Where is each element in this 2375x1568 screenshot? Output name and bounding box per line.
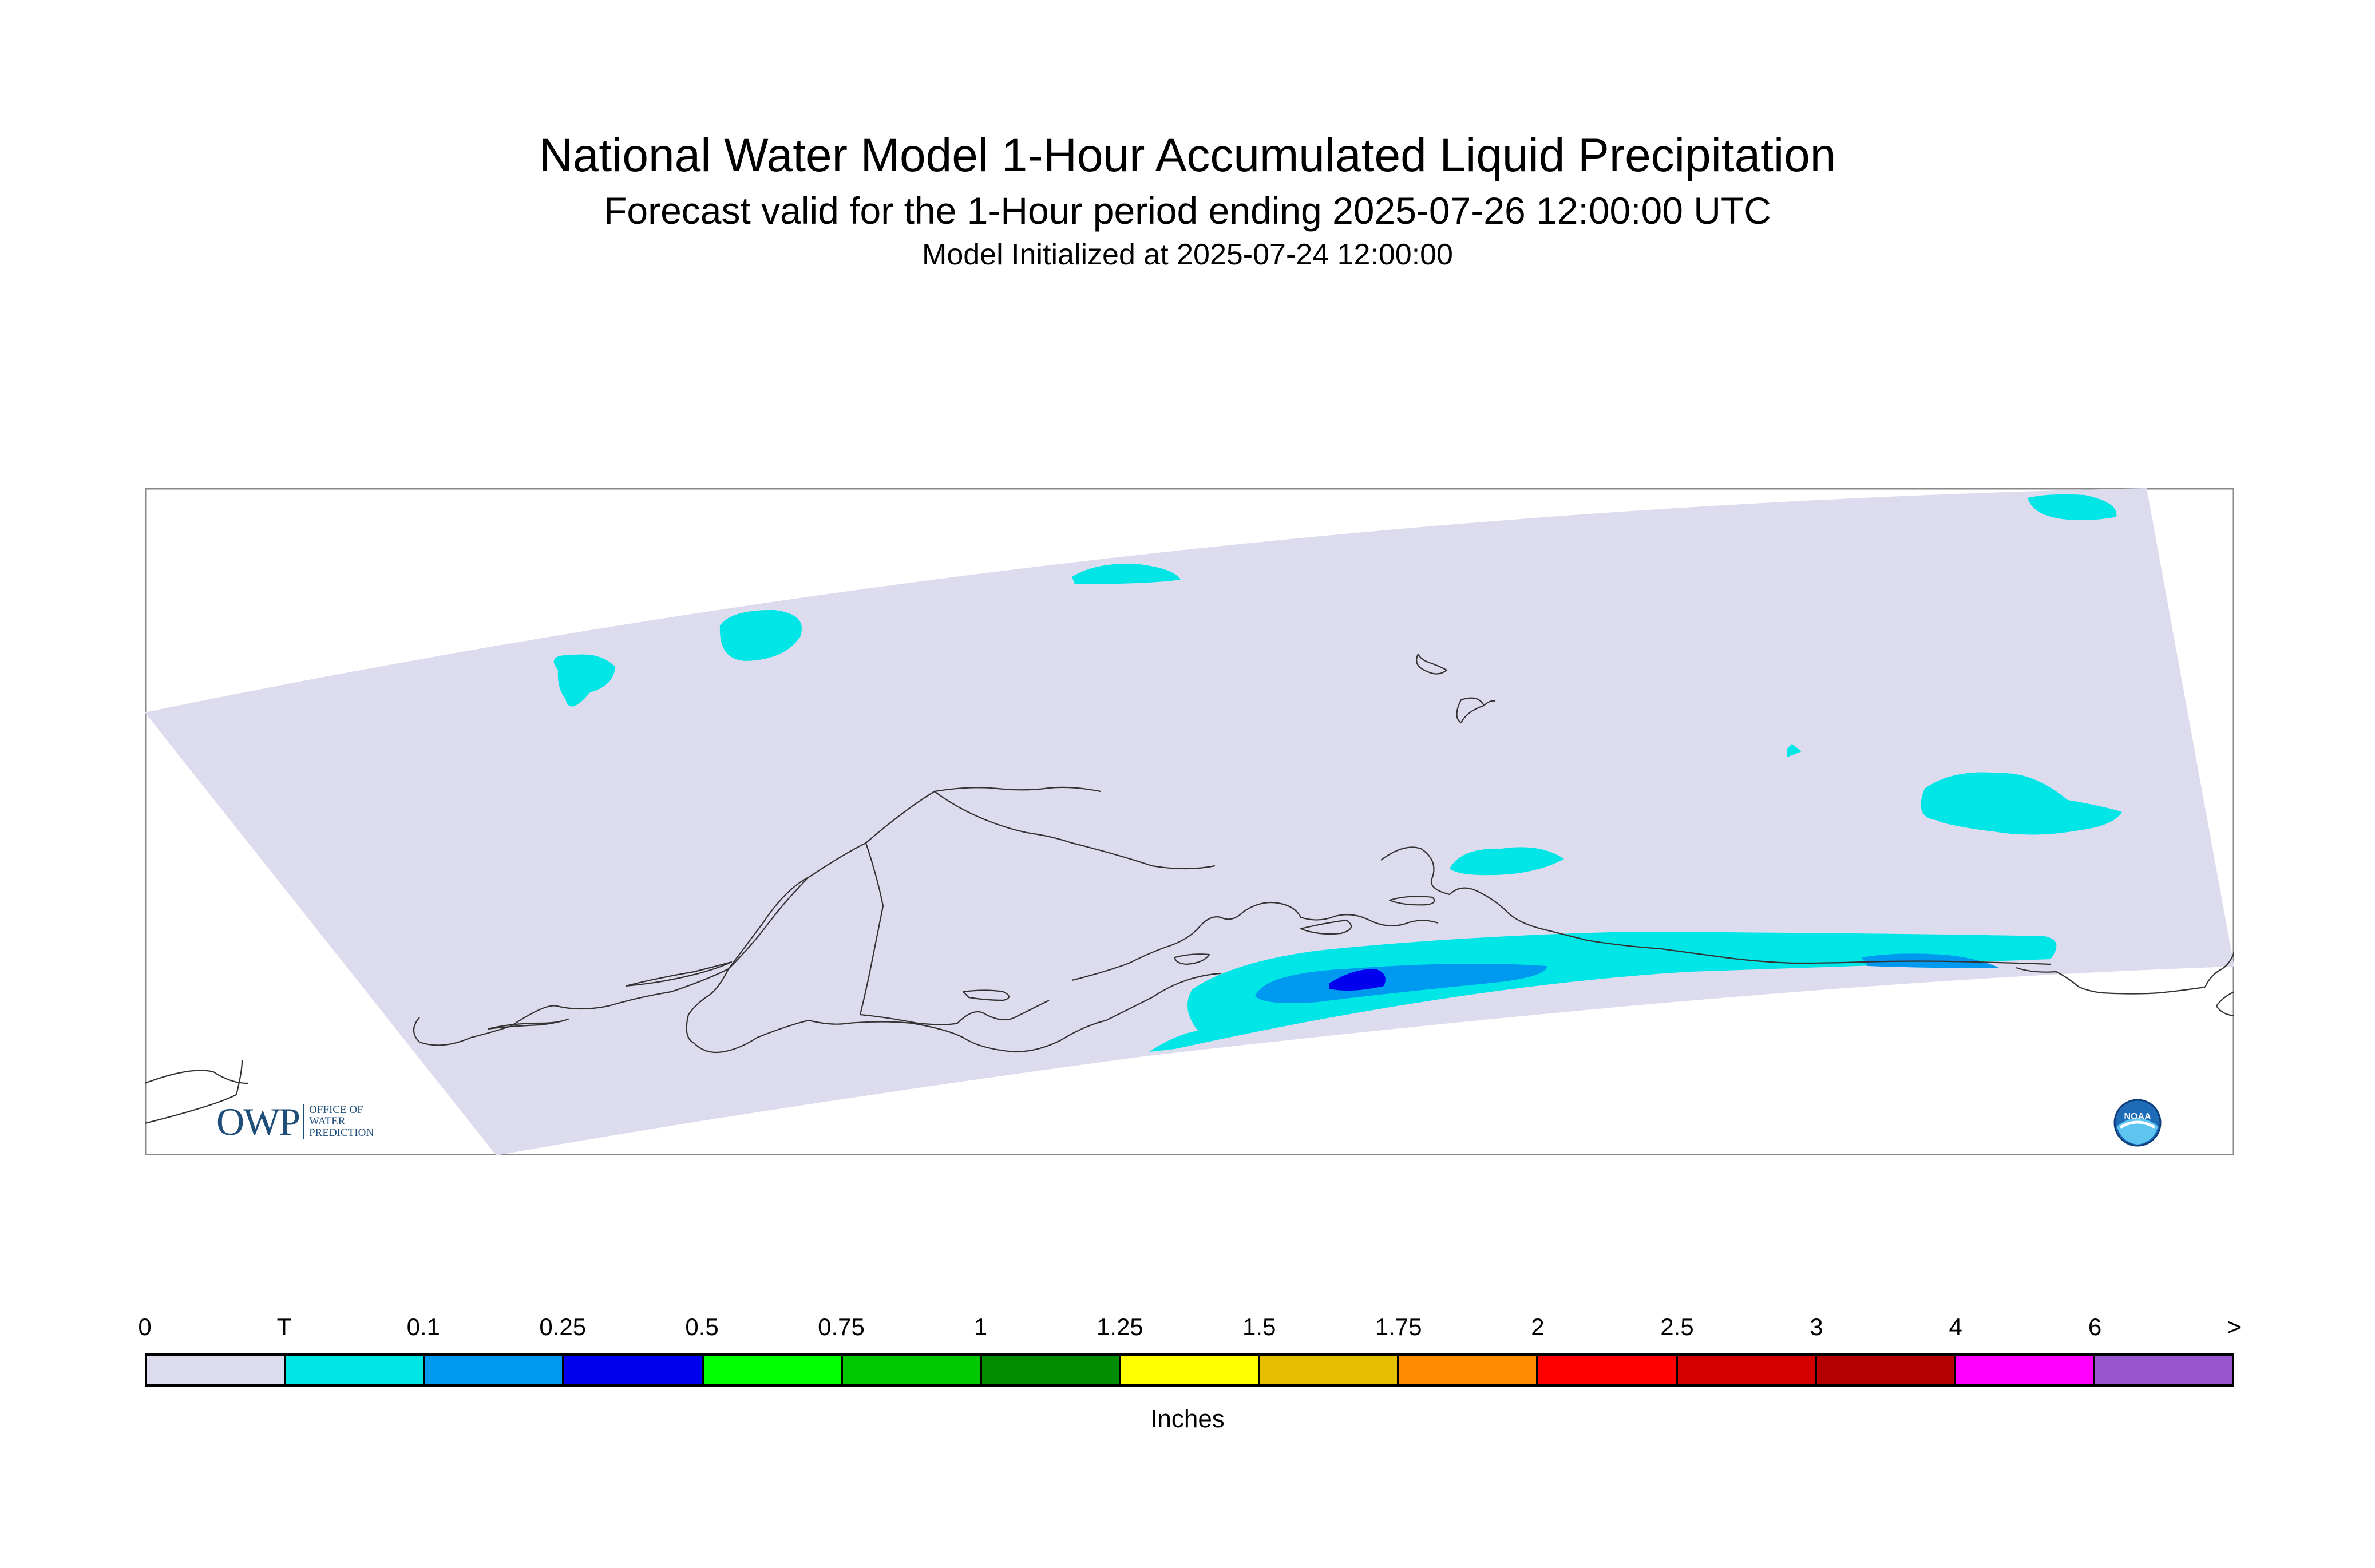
legend-tick-label: T (276, 1313, 292, 1340)
owp-logo: OWP OFFICE OF WATER PREDICTION (216, 1099, 374, 1143)
legend-tick-label: > (2227, 1313, 2242, 1340)
legend-swatch (564, 1356, 704, 1384)
noaa-logo-text: NOAA (2124, 1112, 2151, 1122)
legend-tick-label: 3 (1810, 1313, 1823, 1340)
legend-swatch (1260, 1356, 1400, 1384)
legend-tick-label: 6 (2088, 1313, 2102, 1340)
coastlines (145, 653, 2234, 1124)
legend-swatch (703, 1356, 843, 1384)
legend-tick-label: 0.5 (685, 1313, 719, 1340)
legend-tick-label: 1.5 (1242, 1313, 1276, 1340)
noaa-logo: NOAA (2113, 1099, 2162, 1147)
legend-units: Inches (1150, 1405, 1225, 1433)
legend-tick-label: 2.5 (1660, 1313, 1694, 1340)
legend-swatch (147, 1356, 287, 1384)
legend-swatch (1956, 1356, 2095, 1384)
color-legend: 0 T 0.1 0.25 0.5 0.75 1 1.25 1.5 1.75 2 2.5 3 4 6 > (138, 1313, 2241, 1399)
precip-moderate-areas (1329, 969, 1386, 991)
legend-swatch (2095, 1356, 2232, 1384)
legend-tick-label: 0.75 (818, 1313, 865, 1340)
owp-logo-abbrev: OWP (216, 1099, 300, 1143)
model-init-time: Model Initialized at 2025-07-24 12:00:00 (922, 238, 1453, 271)
legend-swatch (1399, 1356, 1539, 1384)
legend-tick-label: 1 (973, 1313, 988, 1340)
legend-swatch (1538, 1356, 1678, 1384)
legend-swatch (842, 1356, 982, 1384)
legend-tick-label: 0.25 (539, 1313, 587, 1340)
legend-swatch (1816, 1356, 1956, 1384)
map-title: National Water Model 1-Hour Accumulated … (539, 129, 1836, 181)
owp-logo-line1: OFFICE OF (309, 1104, 363, 1116)
legend-tick-label: 0 (138, 1313, 152, 1340)
model-domain (145, 488, 2234, 1155)
legend-tick-label: 1.75 (1375, 1313, 1422, 1340)
legend-swatch (1677, 1356, 1817, 1384)
legend-swatch (286, 1356, 426, 1384)
precip-trace-areas (553, 494, 2122, 1052)
legend-swatch (1121, 1356, 1261, 1384)
legend-tick-label: 1.25 (1096, 1313, 1143, 1340)
legend-swatch (425, 1356, 565, 1384)
legend-tick-label: 0.1 (406, 1313, 440, 1340)
legend-swatch (981, 1356, 1121, 1384)
precipitation-map (145, 488, 2234, 1155)
legend-tick-label: 2 (1531, 1313, 1545, 1340)
legend-bar (145, 1353, 2234, 1387)
legend-tick-label: 4 (1949, 1313, 1962, 1340)
map-subtitle: Forecast valid for the 1-Hour period end… (604, 189, 1771, 232)
owp-logo-line2: WATER (309, 1115, 346, 1127)
owp-logo-line3: PREDICTION (309, 1127, 374, 1139)
